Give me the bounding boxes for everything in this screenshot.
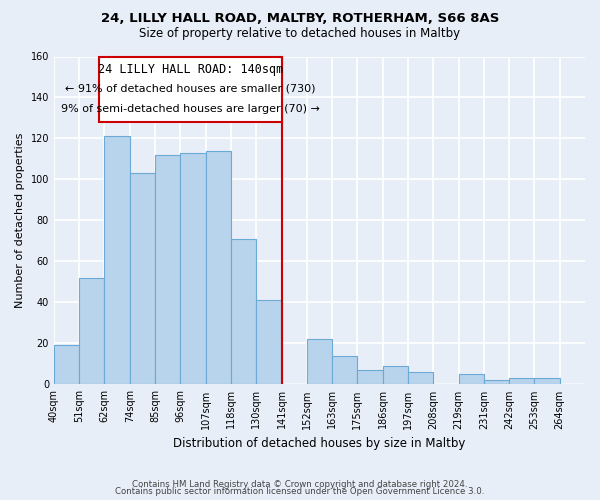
Text: Contains HM Land Registry data © Crown copyright and database right 2024.: Contains HM Land Registry data © Crown c… [132,480,468,489]
Bar [54,346,79,385]
Bar [231,239,256,384]
Bar [104,136,130,384]
Bar [458,374,484,384]
Bar [307,340,332,384]
Bar [256,300,281,384]
Text: 9% of semi-detached houses are larger (70) →: 9% of semi-detached houses are larger (7… [61,104,320,114]
Text: 24, LILLY HALL ROAD, MALTBY, ROTHERHAM, S66 8AS: 24, LILLY HALL ROAD, MALTBY, ROTHERHAM, … [101,12,499,26]
Bar [535,378,560,384]
X-axis label: Distribution of detached houses by size in Maltby: Distribution of detached houses by size … [173,437,466,450]
Bar [484,380,509,384]
FancyBboxPatch shape [100,56,281,122]
Bar [206,151,231,384]
Text: ← 91% of detached houses are smaller (730): ← 91% of detached houses are smaller (73… [65,83,316,93]
Bar [332,356,358,384]
Bar [181,153,206,384]
Bar [130,174,155,384]
Bar [383,366,408,384]
Y-axis label: Number of detached properties: Number of detached properties [15,133,25,308]
Bar [408,372,433,384]
Text: Contains public sector information licensed under the Open Government Licence 3.: Contains public sector information licen… [115,487,485,496]
Text: 24 LILLY HALL ROAD: 140sqm: 24 LILLY HALL ROAD: 140sqm [98,62,283,76]
Bar [155,155,181,384]
Bar [509,378,535,384]
Bar [358,370,383,384]
Text: Size of property relative to detached houses in Maltby: Size of property relative to detached ho… [139,28,461,40]
Bar [79,278,104,384]
